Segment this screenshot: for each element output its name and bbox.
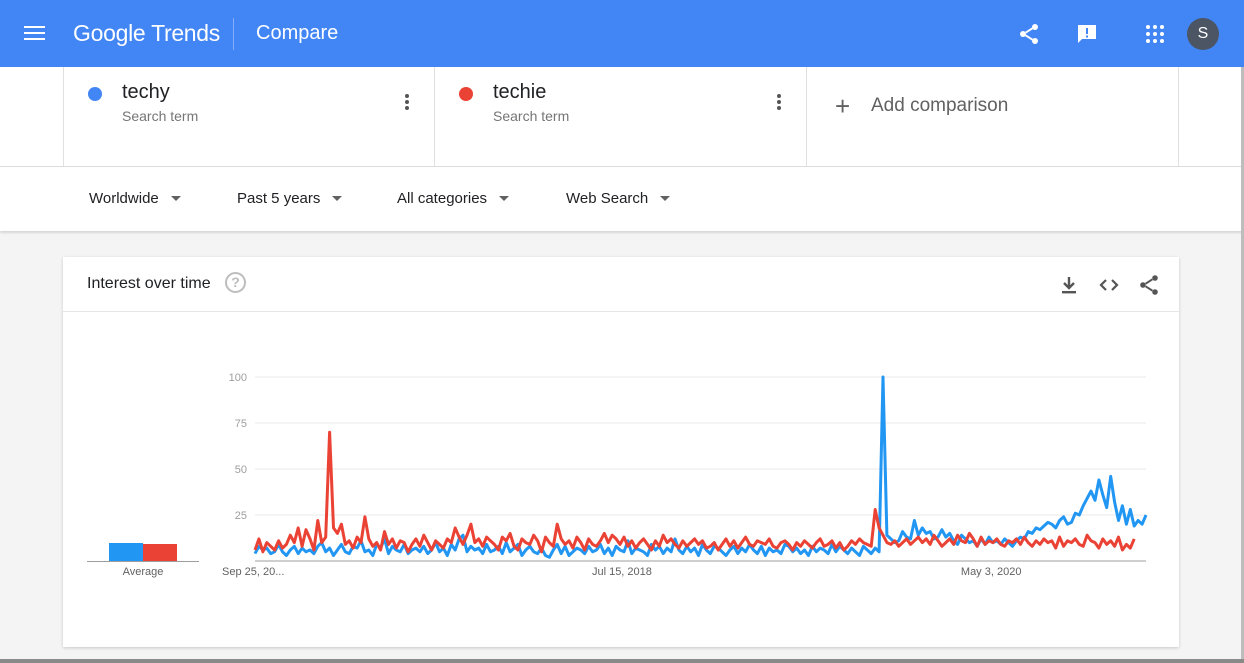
average-bar-techie[interactable] (143, 544, 177, 561)
average-label: Average (122, 566, 164, 578)
x-tick-label: Sep 25, 20... (222, 566, 284, 578)
term-name[interactable]: techy (122, 81, 170, 103)
average-baseline (87, 561, 199, 562)
y-tick-label: 75 (235, 418, 247, 430)
search-terms-bar: techy Search term techie Search term + A… (0, 67, 1244, 167)
embed-code-icon[interactable] (1097, 273, 1121, 297)
term-card-techie[interactable]: techie Search term (434, 67, 807, 166)
plus-icon: + (835, 91, 851, 121)
logo-trends-text: Trends (151, 20, 220, 46)
time-range-dropdown[interactable]: Past 5 years (237, 190, 343, 207)
logo-google-text: Google (73, 20, 146, 46)
category-value: All categories (397, 190, 488, 207)
feedback-icon[interactable] (1075, 22, 1099, 46)
hamburger-menu-icon[interactable] (24, 26, 45, 42)
dropdown-arrow-icon (170, 195, 181, 201)
series-line-techie[interactable] (253, 430, 1136, 554)
bottom-edge (0, 659, 1244, 663)
dropdown-arrow-icon (660, 195, 671, 201)
series-line-techy[interactable] (253, 375, 1148, 559)
more-options-icon[interactable] (405, 94, 409, 112)
more-options-icon[interactable] (777, 94, 781, 112)
help-icon[interactable]: ? (225, 272, 246, 293)
x-tick-label: Jul 15, 2018 (592, 566, 652, 578)
interest-line-chart[interactable]: 100 75 50 25 Sep 25, 20... Jul 15, 2018 May 3,… (200, 360, 1160, 590)
y-tick-label: 25 (235, 510, 247, 522)
average-bar-techy[interactable] (109, 542, 143, 561)
header-divider (233, 18, 234, 50)
term-name[interactable]: techie (493, 81, 547, 103)
search-type-value: Web Search (566, 190, 649, 207)
term-type-label: Search term (493, 108, 570, 124)
page-scrollbar[interactable] (1241, 67, 1244, 663)
term-color-dot (459, 87, 473, 101)
page-title: Compare (256, 22, 339, 44)
dropdown-arrow-icon (499, 195, 510, 201)
x-tick-label: May 3, 2020 (961, 566, 1022, 578)
y-tick-label: 100 (229, 372, 247, 384)
add-comparison-label: Add comparison (871, 95, 1009, 116)
region-value: Worldwide (89, 190, 159, 207)
apps-grid-icon[interactable] (1143, 22, 1167, 46)
dropdown-arrow-icon (332, 195, 343, 201)
region-dropdown[interactable]: Worldwide (89, 190, 181, 207)
share-icon[interactable] (1017, 22, 1041, 46)
card-title: Interest over time (87, 275, 211, 292)
search-type-dropdown[interactable]: Web Search (566, 190, 671, 207)
google-trends-logo[interactable]: Google Trends (73, 20, 220, 47)
y-tick-label: 50 (235, 464, 247, 476)
share-icon[interactable] (1137, 273, 1161, 297)
card-header: Interest over time ? (63, 257, 1179, 312)
download-icon[interactable] (1057, 273, 1081, 297)
filters-bar: Worldwide Past 5 years All categories We… (0, 167, 1244, 231)
term-color-dot (88, 87, 102, 101)
term-card-techy[interactable]: techy Search term (63, 67, 435, 166)
top-app-bar: Google Trends Compare S (0, 0, 1244, 67)
interest-over-time-card: Interest over time ? Average (63, 257, 1179, 647)
time-range-value: Past 5 years (237, 190, 321, 207)
category-dropdown[interactable]: All categories (397, 190, 510, 207)
term-type-label: Search term (122, 108, 199, 124)
add-comparison-button[interactable]: + Add comparison (806, 67, 1179, 166)
account-avatar[interactable]: S (1187, 18, 1219, 50)
